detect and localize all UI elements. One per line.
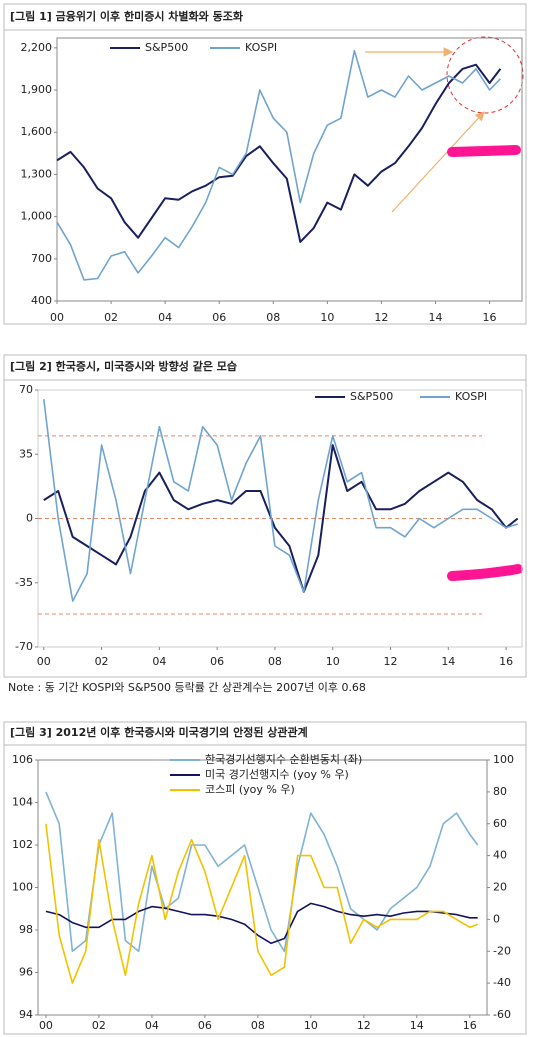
y-tick-label: 100 [12,881,33,894]
x-tick-label: 00 [39,1019,53,1032]
y-tick-label: 1,300 [21,167,53,180]
y-tick-label: 96 [19,966,33,979]
chart-title: [그림 2] 한국증시, 미국증시와 방향성 같은 모습 [10,359,237,373]
x-tick-label: 16 [463,1019,477,1032]
series-line [43,444,519,593]
y2-tick-label: 20 [493,881,507,894]
highlighter-mark [447,145,521,157]
x-tick-label: 12 [374,311,388,324]
y-tick-label: 104 [12,796,33,809]
chart-title: [그림 1] 금융위기 이후 한미증시 차별화와 동조화 [10,9,243,23]
x-tick-label: 04 [152,655,166,668]
y2-tick-label: 100 [493,753,514,766]
y-tick-label: 700 [31,252,52,265]
annotation-arrow [391,111,485,213]
x-tick-label: 14 [428,311,442,324]
highlight-circle [446,36,524,114]
y2-tick-label: -60 [493,1008,511,1021]
x-tick-label: 06 [212,311,226,324]
y-tick-label: 1,000 [21,210,53,223]
x-tick-label: 10 [304,1019,318,1032]
panel-frame [3,354,527,678]
series-line [56,49,501,281]
y2-tick-label: 0 [493,912,500,925]
y-tick-label: 94 [19,1008,33,1021]
highlighter-mark [447,564,523,581]
x-tick-label: 16 [483,311,497,324]
x-tick-label: 00 [50,311,64,324]
x-tick-label: 02 [92,1019,106,1032]
x-tick-label: 06 [210,655,224,668]
legend-label: KOSPI [245,41,277,54]
y-tick-label: 400 [31,294,52,307]
x-tick-label: 10 [326,655,340,668]
panel-frame [3,721,527,1035]
y-tick-label: 0 [26,512,33,525]
y-tick-label: -35 [15,576,33,589]
x-tick-label: 08 [268,655,282,668]
y2-tick-label: 40 [493,849,507,862]
x-tick-label: 08 [251,1019,265,1032]
series-line [56,63,502,243]
x-tick-label: 04 [158,311,172,324]
y2-tick-label: 80 [493,785,507,798]
x-tick-label: 06 [198,1019,212,1032]
chart-title: [그림 3] 2012년 이후 한국증시와 미국경기의 안정된 상관관계 [10,725,308,739]
y-tick-label: 1,900 [21,83,53,96]
y-tick-label: 2,200 [21,41,53,54]
x-tick-label: 12 [357,1019,371,1032]
x-tick-label: 02 [95,655,109,668]
x-tick-label: 04 [145,1019,159,1032]
panel-frame [3,3,527,325]
plot-frame [56,37,523,302]
series-line [43,399,518,602]
legend-label: 미국 경기선행지수 (yoy % 우) [205,768,349,781]
y-tick-label: 98 [19,923,33,936]
y2-tick-label: -20 [493,944,511,957]
x-tick-label: 02 [104,311,118,324]
series-line [45,823,478,984]
legend-label: KOSPI [455,390,487,403]
y-tick-label: 106 [12,753,33,766]
y-tick-label: 102 [12,838,33,851]
y-tick-label: -70 [15,640,33,653]
legend-label: 한국경기선행지수 순환변동치 (좌) [205,753,362,766]
y-tick-label: 1,600 [21,125,53,138]
y-tick-label: 35 [19,447,33,460]
y2-tick-label: -40 [493,976,511,989]
legend-label: S&P500 [145,41,188,54]
y-tick-label: 70 [19,383,33,396]
note: Note : 동 기간 KOSPI와 S&P500 등락률 간 상관계수는 20… [8,681,366,694]
series-line [45,902,478,945]
legend-label: S&P500 [350,390,393,403]
x-tick-label: 16 [499,655,513,668]
x-tick-label: 08 [266,311,280,324]
plot-frame [37,759,488,1016]
x-tick-label: 00 [37,655,51,668]
y2-tick-label: 60 [493,817,507,830]
x-tick-label: 10 [320,311,334,324]
series-line [45,791,479,953]
legend-label: 코스피 (yoy % 우) [205,783,295,796]
x-tick-label: 14 [441,655,455,668]
x-tick-label: 14 [410,1019,424,1032]
x-tick-label: 12 [384,655,398,668]
